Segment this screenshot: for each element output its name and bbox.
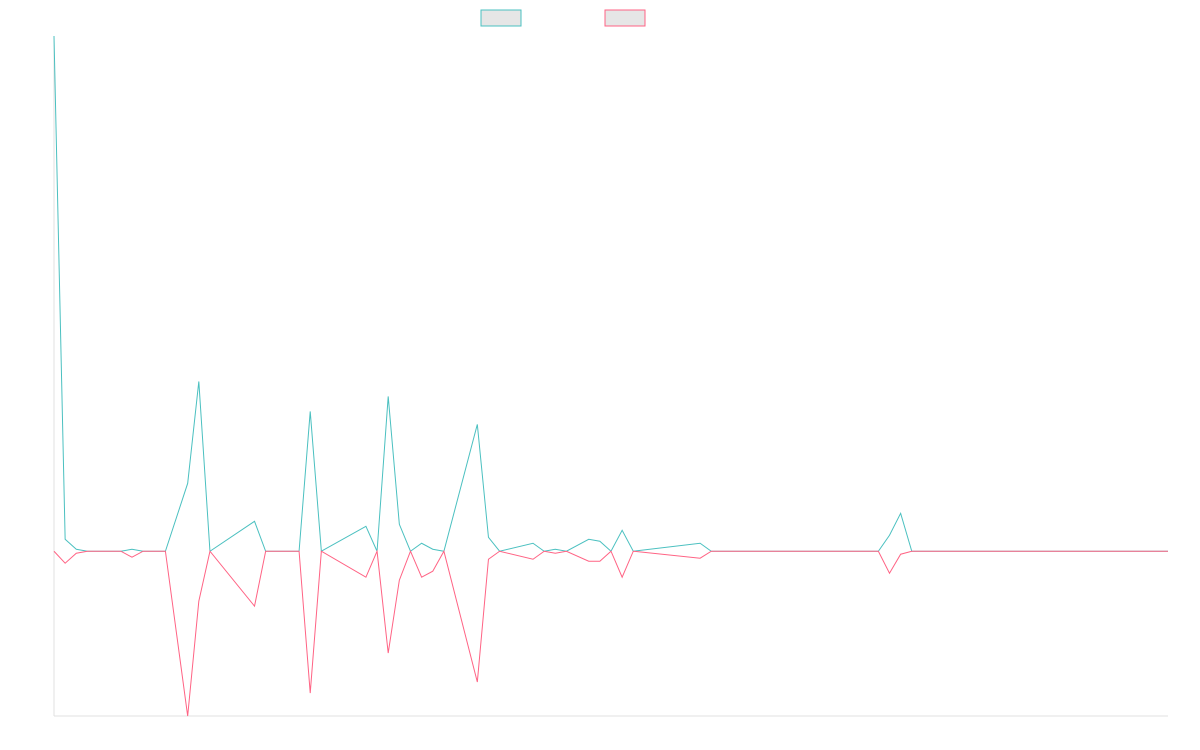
series-group [53,35,1168,717]
legend[interactable] [480,9,646,27]
legend-swatch-1[interactable] [480,9,522,27]
legend-swatch-2[interactable] [604,9,646,27]
series-line-2 [53,549,1168,717]
series-line-1 [53,35,1168,553]
axes [53,36,1168,717]
